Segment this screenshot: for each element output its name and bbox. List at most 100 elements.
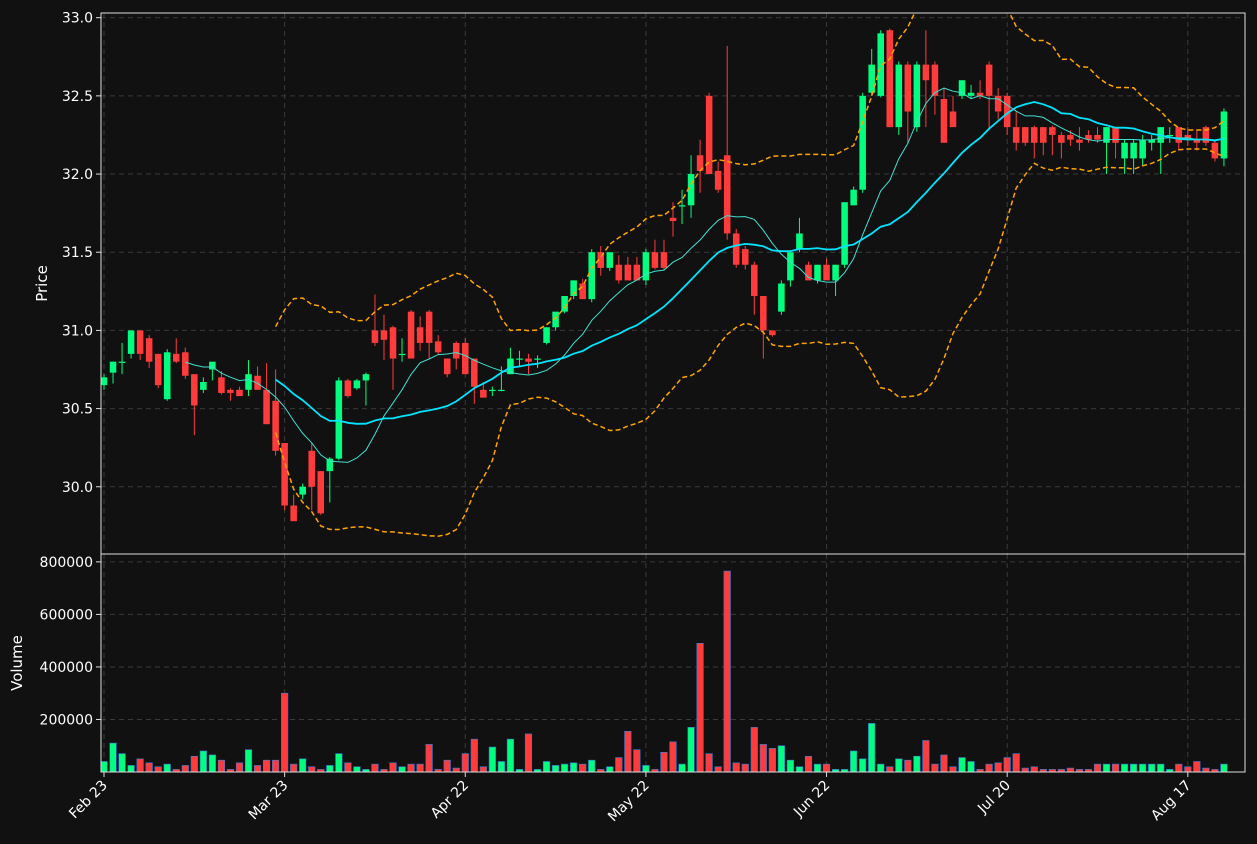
candle-body xyxy=(1184,134,1192,140)
candle-body xyxy=(326,458,334,472)
volume-bar xyxy=(1121,763,1129,773)
volume-bar xyxy=(579,763,587,773)
volume-bar xyxy=(326,765,334,773)
candle-body xyxy=(191,374,198,406)
candle-body xyxy=(227,389,234,393)
candle-body xyxy=(732,233,740,265)
bollinger-lower xyxy=(274,148,1225,537)
candle-body xyxy=(660,252,668,268)
volume-bar xyxy=(804,755,813,773)
volume-bar xyxy=(181,765,189,773)
volume-bar xyxy=(750,727,758,773)
volume-bar xyxy=(985,763,993,773)
candle-body xyxy=(895,64,903,128)
volume-bar xyxy=(913,755,921,773)
price-tick-label: 30.5 xyxy=(62,402,93,418)
candle-body xyxy=(787,252,794,281)
volume-bar xyxy=(741,763,749,773)
candle-body xyxy=(236,389,243,397)
volume-bar xyxy=(335,753,343,773)
candle-body xyxy=(940,98,948,143)
volume-bar xyxy=(470,738,478,773)
candle-body xyxy=(136,330,144,354)
volume-bar xyxy=(235,762,244,773)
volume-bar xyxy=(606,766,614,773)
volume-bar xyxy=(777,745,785,773)
candle-body xyxy=(1085,134,1092,140)
candle-body xyxy=(723,155,731,234)
candle-body xyxy=(579,283,586,300)
candle-body xyxy=(100,377,108,386)
candle-body xyxy=(886,30,894,128)
volume-bar xyxy=(127,765,135,773)
candle-body xyxy=(796,233,803,250)
bollinger-upper xyxy=(274,13,1225,332)
candle-body xyxy=(1130,142,1137,159)
candle-body xyxy=(850,189,857,206)
volume-bar xyxy=(136,758,144,773)
candle-body xyxy=(615,264,623,281)
volume-bar xyxy=(904,759,912,773)
candle-body xyxy=(994,95,1002,112)
volume-bar xyxy=(886,766,894,773)
volume-bar xyxy=(244,749,253,773)
volume-bar xyxy=(1021,767,1029,773)
candle-body xyxy=(172,353,180,362)
candle-body xyxy=(163,352,171,400)
candle-body xyxy=(1121,142,1128,159)
candle-body xyxy=(299,486,306,495)
candle-body xyxy=(678,205,686,207)
price-axis-label: Price xyxy=(33,265,51,302)
volume-bar xyxy=(443,759,451,773)
candle-body xyxy=(290,505,297,522)
candle-body xyxy=(985,64,993,96)
volume-bar xyxy=(461,753,469,773)
candle-body xyxy=(425,311,433,343)
candle-body xyxy=(1148,139,1155,143)
candle-body xyxy=(1175,127,1183,143)
volume-bar xyxy=(425,744,433,773)
volume-bar xyxy=(145,762,153,773)
volume-bar xyxy=(660,752,668,773)
candle-body xyxy=(416,327,424,343)
volume-bar xyxy=(696,643,704,773)
candle-body xyxy=(317,471,325,514)
candle-body xyxy=(687,174,695,206)
volume-bar xyxy=(859,758,867,773)
volume-bar xyxy=(542,761,551,773)
price-tick-label: 33.0 xyxy=(62,11,93,27)
volume-bar xyxy=(1030,766,1038,773)
volume-bar xyxy=(263,759,271,773)
volume-bar xyxy=(353,766,361,773)
volume-bar xyxy=(1111,763,1120,773)
candle-body xyxy=(200,382,207,390)
volume-axis-label: Volume xyxy=(8,635,26,691)
candle-body xyxy=(218,377,225,393)
volume-bar xyxy=(308,766,316,773)
volume-bar xyxy=(190,755,198,773)
candle-body xyxy=(561,296,568,312)
volume-bar xyxy=(371,763,379,773)
volume-bar xyxy=(398,766,406,773)
volume-bar xyxy=(615,757,623,773)
candle-body xyxy=(498,389,505,392)
volume-tick-label: 200000 xyxy=(40,712,93,728)
price-panel xyxy=(100,28,1228,522)
volume-bar xyxy=(931,763,939,773)
moving-average-slow xyxy=(275,101,1225,425)
candle-body xyxy=(308,450,315,487)
volume-bar xyxy=(506,738,514,773)
candle-body xyxy=(1067,134,1074,140)
price-tick-label: 31.0 xyxy=(62,323,93,339)
volume-bar xyxy=(154,766,162,773)
price-tick-label: 31.5 xyxy=(62,245,93,261)
indicator-lines xyxy=(185,13,1225,537)
candle-body xyxy=(760,296,767,331)
price-tick-label: 32.0 xyxy=(62,167,93,183)
candle-body xyxy=(118,361,126,363)
volume-panel xyxy=(100,570,1228,773)
volume-bar xyxy=(967,761,975,773)
candle-body xyxy=(904,64,912,112)
volume-bar xyxy=(1157,763,1165,773)
volume-bar xyxy=(877,763,885,773)
